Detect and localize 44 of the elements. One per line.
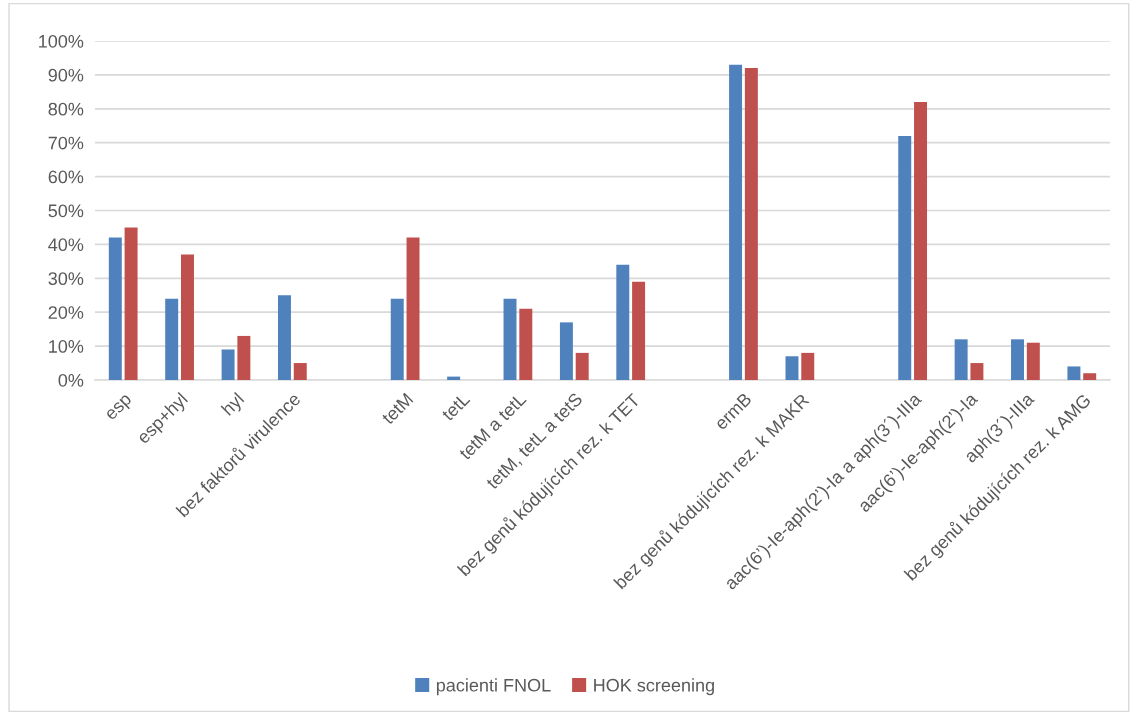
bar — [616, 264, 630, 380]
bar — [277, 295, 291, 380]
y-tick-label: 50% — [48, 204, 84, 218]
y-tick-label: 70% — [48, 136, 84, 150]
bar — [1067, 366, 1081, 380]
bar — [293, 363, 307, 380]
bar — [108, 237, 122, 380]
y-tick-label: 30% — [48, 272, 84, 286]
y-tick-label: 90% — [48, 68, 84, 82]
bar — [575, 352, 589, 380]
bar — [785, 356, 799, 380]
x-tick-label: tetL — [440, 392, 471, 422]
bar — [914, 102, 928, 380]
bar — [1011, 339, 1025, 380]
y-tick-label: 10% — [49, 340, 84, 353]
bar — [221, 349, 235, 380]
y-tick-label: 40% — [48, 238, 84, 252]
bar — [729, 64, 743, 380]
bar — [898, 135, 912, 380]
bar — [559, 322, 573, 380]
bar — [1083, 373, 1097, 380]
bar — [801, 352, 815, 380]
bar — [970, 363, 984, 380]
legend-label: pacienti FNOL — [436, 678, 551, 696]
x-tick-label: hyl — [220, 391, 248, 419]
bar — [503, 298, 517, 380]
bar — [632, 281, 646, 380]
bar — [165, 298, 179, 380]
bar — [237, 335, 251, 380]
bar — [519, 308, 533, 380]
y-tick-label: 60% — [48, 170, 84, 184]
bar — [406, 237, 420, 380]
bar — [744, 68, 758, 380]
y-tick-label: 0% — [58, 373, 84, 387]
y-tick-label: 100% — [39, 34, 84, 48]
x-tick-label: esp — [105, 394, 135, 424]
y-tick-label: 80% — [48, 102, 84, 116]
bar — [124, 227, 138, 380]
bar — [180, 254, 194, 380]
legend-label: HOK screening — [594, 678, 714, 696]
bar — [390, 298, 404, 380]
bar — [954, 339, 968, 380]
bar — [1026, 342, 1040, 380]
y-tick-label: 20% — [48, 306, 84, 319]
